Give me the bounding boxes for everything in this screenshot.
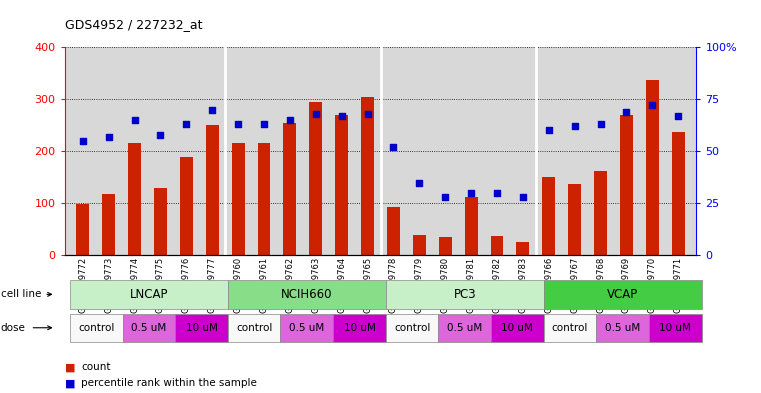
Text: PC3: PC3 bbox=[454, 288, 476, 301]
Bar bbox=[335, 115, 348, 255]
Text: GDS4952 / 227232_at: GDS4952 / 227232_at bbox=[65, 18, 202, 31]
Point bbox=[284, 117, 296, 123]
Bar bbox=[76, 204, 89, 255]
Text: count: count bbox=[81, 362, 111, 373]
Bar bbox=[102, 194, 115, 255]
Bar bbox=[231, 143, 244, 255]
Point bbox=[594, 121, 607, 127]
Text: cell line: cell line bbox=[1, 289, 41, 299]
Text: percentile rank within the sample: percentile rank within the sample bbox=[81, 378, 257, 388]
Bar bbox=[439, 237, 452, 255]
Bar bbox=[568, 184, 581, 255]
Point bbox=[232, 121, 244, 127]
Point bbox=[361, 111, 374, 117]
Text: 10 uM: 10 uM bbox=[659, 323, 691, 333]
Bar bbox=[128, 143, 141, 255]
Text: 0.5 uM: 0.5 uM bbox=[447, 323, 482, 333]
Bar bbox=[154, 188, 167, 255]
Text: VCAP: VCAP bbox=[607, 288, 638, 301]
Bar bbox=[205, 125, 218, 255]
Bar bbox=[257, 143, 270, 255]
Point bbox=[439, 194, 451, 200]
Point bbox=[336, 113, 348, 119]
Point bbox=[154, 132, 167, 138]
Bar bbox=[387, 207, 400, 255]
Text: control: control bbox=[236, 323, 272, 333]
Point bbox=[413, 179, 425, 186]
Bar bbox=[672, 132, 685, 255]
Point bbox=[129, 117, 141, 123]
Bar bbox=[413, 235, 426, 255]
Bar bbox=[620, 115, 633, 255]
Bar bbox=[465, 196, 478, 255]
Point bbox=[543, 127, 555, 134]
Text: dose: dose bbox=[1, 323, 26, 333]
Text: control: control bbox=[394, 323, 430, 333]
Bar bbox=[283, 123, 296, 255]
Text: control: control bbox=[78, 323, 114, 333]
Bar bbox=[543, 177, 556, 255]
Text: 10 uM: 10 uM bbox=[186, 323, 218, 333]
Point bbox=[103, 134, 115, 140]
Bar bbox=[361, 97, 374, 255]
Point bbox=[77, 138, 89, 144]
Text: ■: ■ bbox=[65, 362, 75, 373]
Text: control: control bbox=[552, 323, 588, 333]
Bar bbox=[491, 236, 504, 255]
Text: 0.5 uM: 0.5 uM bbox=[605, 323, 640, 333]
Bar bbox=[594, 171, 607, 255]
Text: 0.5 uM: 0.5 uM bbox=[289, 323, 324, 333]
Point bbox=[517, 194, 529, 200]
Text: 10 uM: 10 uM bbox=[501, 323, 533, 333]
Point bbox=[180, 121, 193, 127]
Point bbox=[568, 123, 581, 129]
Point bbox=[672, 113, 684, 119]
Bar bbox=[180, 156, 193, 255]
Point bbox=[258, 121, 270, 127]
Text: 10 uM: 10 uM bbox=[343, 323, 375, 333]
Bar bbox=[646, 80, 659, 255]
Text: NCIH660: NCIH660 bbox=[281, 288, 333, 301]
Point bbox=[465, 190, 477, 196]
Point bbox=[310, 111, 322, 117]
Text: ■: ■ bbox=[65, 378, 75, 388]
Point bbox=[646, 102, 658, 108]
Bar bbox=[309, 102, 322, 255]
Point bbox=[206, 107, 218, 113]
Text: 0.5 uM: 0.5 uM bbox=[132, 323, 167, 333]
Point bbox=[387, 144, 400, 150]
Bar bbox=[517, 242, 530, 255]
Point bbox=[491, 190, 503, 196]
Text: LNCAP: LNCAP bbox=[129, 288, 168, 301]
Point bbox=[620, 108, 632, 115]
